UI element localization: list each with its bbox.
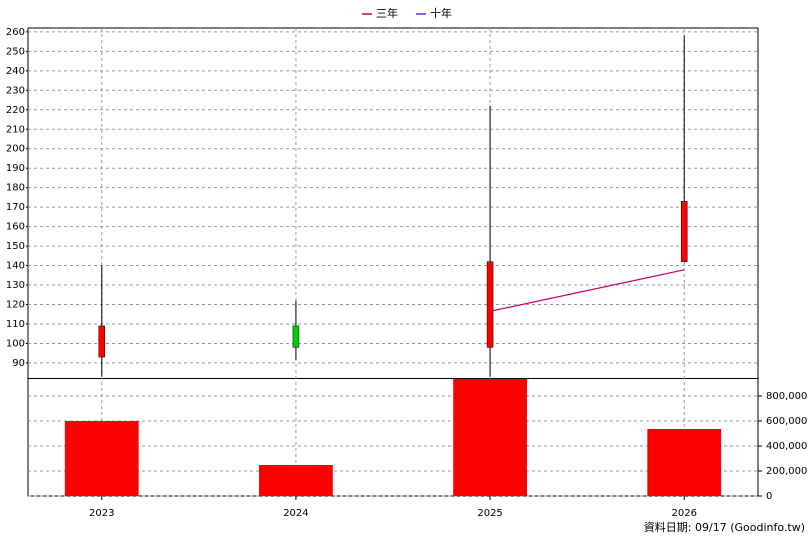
y-tick-label: 130 <box>6 280 25 291</box>
y-tick-label: 160 <box>6 222 25 233</box>
y-tick-label: 100 <box>6 338 25 349</box>
x-tick-label: 2023 <box>89 508 114 519</box>
x-tick-label: 2024 <box>283 508 308 519</box>
y-tick-label: 190 <box>6 163 25 174</box>
candle-body <box>680 201 688 262</box>
legend-label: 三年 <box>376 6 398 20</box>
y-tick-label: 110 <box>6 319 25 330</box>
y-tick-label: 140 <box>6 261 25 272</box>
candle-body <box>486 261 494 348</box>
y2-tick-label: 0 <box>766 491 772 502</box>
volume-bar <box>453 379 527 496</box>
y-tick-label: 230 <box>6 85 25 96</box>
candle-body <box>292 325 300 348</box>
y-tick-label: 90 <box>12 358 25 369</box>
x-tick-label: 2026 <box>671 508 696 519</box>
y-tick-label: 170 <box>6 202 25 213</box>
y-tick-label: 120 <box>6 300 25 311</box>
y2-tick-label: 400,000 <box>766 441 807 452</box>
plot-frame <box>27 27 759 497</box>
y2-tick-label: 800,000 <box>766 391 807 402</box>
y-tick-label: 150 <box>6 241 25 252</box>
volume-bar <box>259 465 333 496</box>
y-tick-label: 240 <box>6 66 25 77</box>
series-line <box>489 269 685 312</box>
y-tick-label: 250 <box>6 46 25 57</box>
volume-bar <box>647 429 722 496</box>
y-tick-label: 220 <box>6 105 25 116</box>
x-tick-label: 2025 <box>477 508 502 519</box>
legend-label: 十年 <box>430 6 452 20</box>
candle-body <box>98 325 106 358</box>
y-tick-label: 180 <box>6 183 25 194</box>
y2-tick-label: 600,000 <box>766 416 807 427</box>
y-tick-label: 260 <box>6 27 25 38</box>
y-tick-label: 210 <box>6 124 25 135</box>
footer: 資料日期: 09/17 (Goodinfo.tw) <box>644 520 805 534</box>
y2-tick-label: 200,000 <box>766 466 807 477</box>
volume-bar <box>64 421 139 496</box>
y-tick-label: 200 <box>6 144 25 155</box>
